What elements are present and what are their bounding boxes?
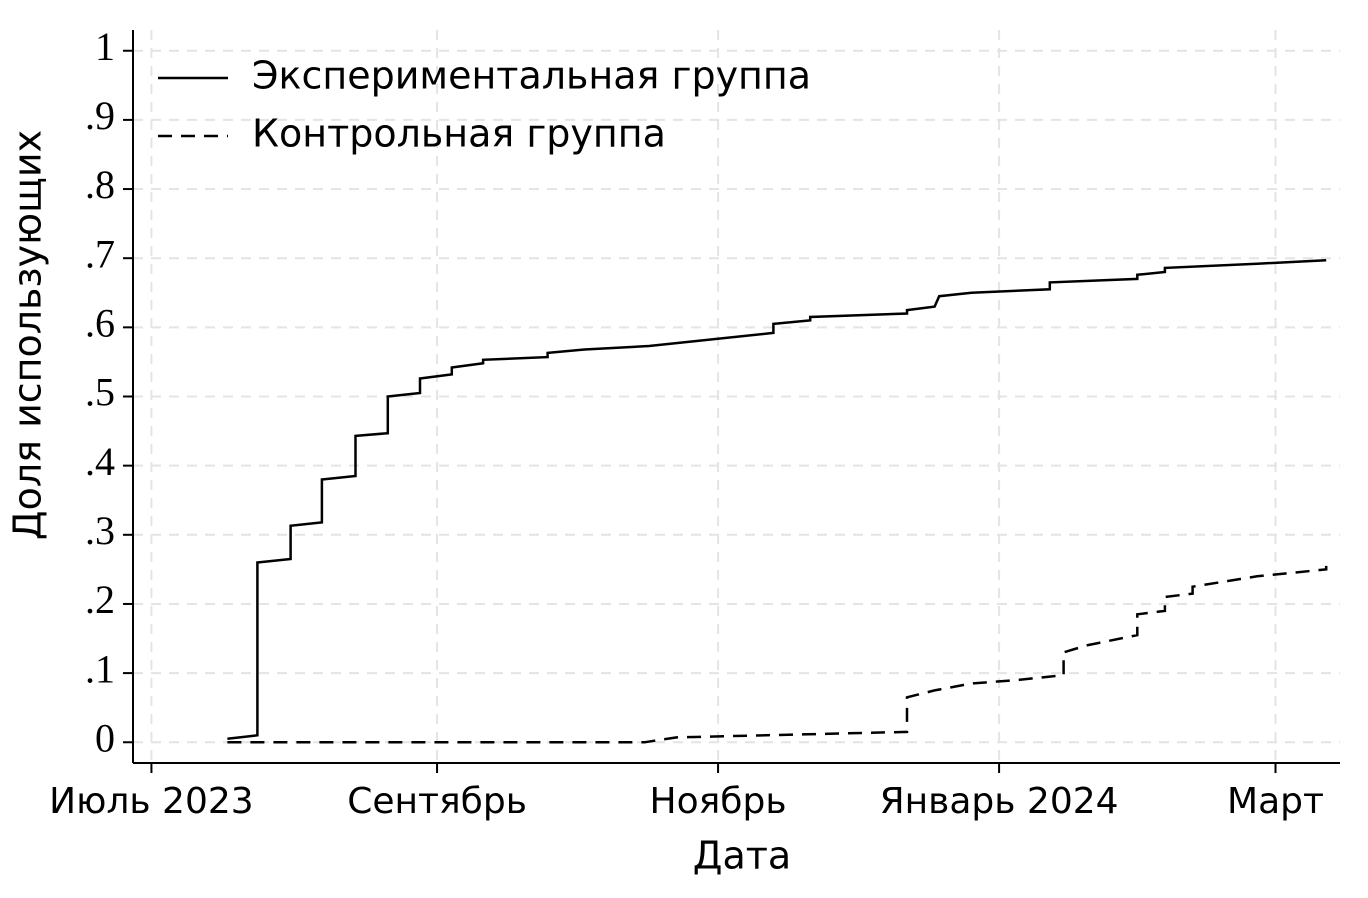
- legend-label: Контрольная группа: [252, 112, 666, 156]
- y-tick-label: .3: [85, 508, 115, 553]
- y-tick-label: .8: [85, 162, 115, 207]
- y-tick-label: .4: [85, 439, 115, 484]
- y-tick-label: 0: [95, 715, 115, 760]
- y-tick-label: .6: [85, 301, 115, 346]
- x-tick-label: Ноябрь: [650, 781, 787, 822]
- y-tick-label: .9: [85, 93, 115, 138]
- x-tick-label: Июль 2023: [49, 781, 254, 822]
- y-tick-label: 1: [95, 24, 115, 69]
- y-tick-label: .5: [85, 370, 115, 415]
- series-line: [227, 565, 1328, 744]
- legend-label: Экспериментальная группа: [252, 54, 811, 98]
- y-axis-title: Доля использующих: [6, 130, 50, 540]
- x-tick-label: Январь 2024: [880, 781, 1119, 822]
- x-tick-label: Март: [1227, 781, 1324, 822]
- series-line: [227, 259, 1327, 741]
- x-axis-title: Дата: [693, 834, 791, 878]
- x-tick-label: Сентябрь: [347, 781, 527, 822]
- y-tick-label: .2: [85, 577, 115, 622]
- y-tick-label: .1: [85, 646, 115, 691]
- y-tick-label: .7: [85, 231, 115, 276]
